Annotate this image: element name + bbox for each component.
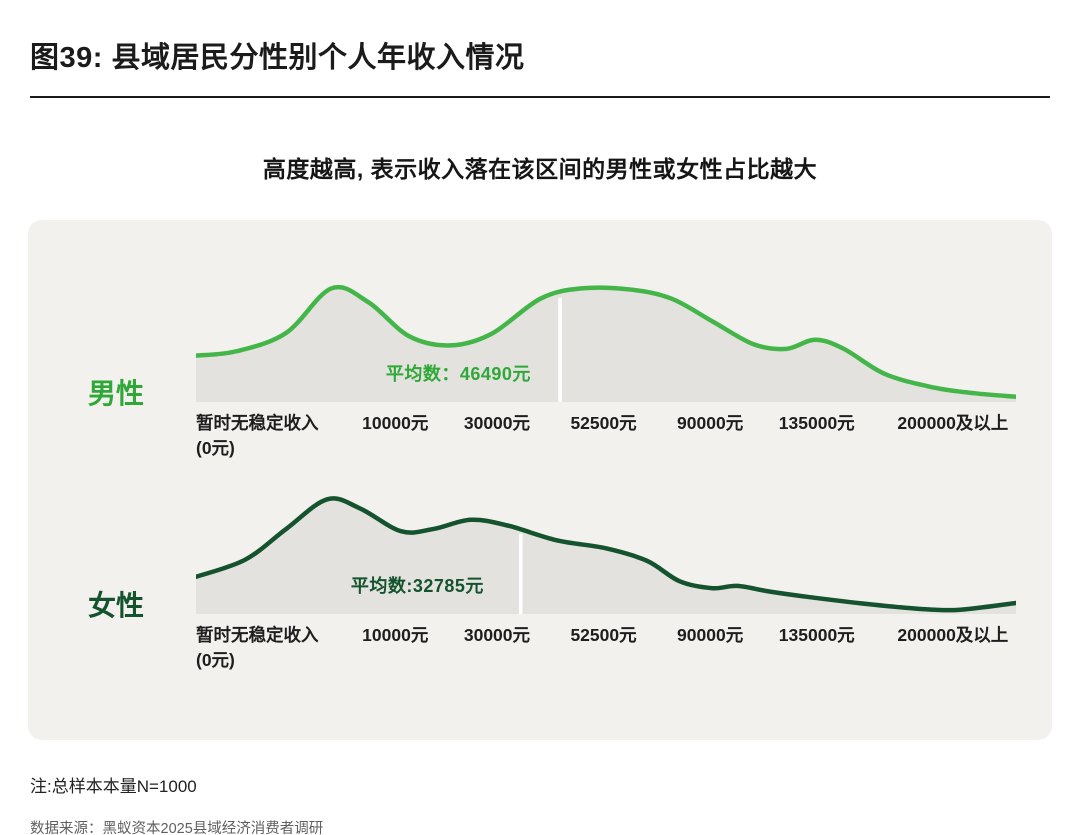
axis-tick-label: 30000元 [463, 413, 531, 433]
female-axis-labels: 暂时无稳定收入 (0元) 10000元 30000元 52500元 90000元 13500… [196, 614, 1016, 676]
male-mean-annotation: 平均数：46490元 [385, 364, 531, 384]
male-curve-svg [196, 266, 1016, 402]
axis-tick-label: 10000元 [362, 625, 429, 645]
axis-tick-label: 暂时无稳定收入 (0元) [196, 413, 319, 459]
axis-tick-label: 52500元 [570, 413, 637, 433]
male-axis-labels: 暂时无稳定收入 (0元) 10000元 30000元 52500元 90000元 13500… [196, 402, 1016, 464]
female-income-curve: 平均数:32785元 [196, 478, 1016, 614]
axis-tick-label: 30000元 [463, 625, 531, 645]
chart-subtitle: 高度越高, 表示收入落在该区间的男性或女性占比越大 [262, 156, 818, 182]
male-income-curve: 平均数：46490元 [196, 266, 1016, 402]
axis-tick-label: 52500元 [570, 625, 637, 645]
axis-tick-label: 135000元 [778, 625, 855, 645]
series-label-female: 女性 [88, 590, 145, 621]
axis-tick-label: 200000及以上 [897, 625, 1009, 645]
female-mean-annotation: 平均数:32785元 [350, 576, 484, 596]
axis-tick-label: 90000元 [677, 625, 744, 645]
chart-panel: 男性 平均数：46490元 暂时无稳定收入 (0元) 10000元 30000元 525… [28, 220, 1052, 740]
axis-tick-label: 10000元 [362, 413, 429, 433]
female-chart-row: 女性 平均数:32785元 暂时无稳定收入 (0元) 10000元 30000元 525… [28, 478, 1052, 676]
axis-tick-label: 135000元 [778, 413, 855, 433]
sample-size-note: 注:总样本本量N=1000 [30, 777, 197, 796]
page-title: 图39: 县域居民分性别个人年收入情况 [30, 42, 525, 74]
data-source-text: 数据来源：黑蚁资本2025县域经济消费者调研 [30, 821, 324, 835]
series-label-male: 男性 [88, 378, 145, 409]
male-chart-row: 男性 平均数：46490元 暂时无稳定收入 (0元) 10000元 30000元 525… [28, 266, 1052, 464]
axis-tick-label: 90000元 [677, 413, 744, 433]
axis-tick-label: 200000及以上 [897, 413, 1009, 433]
female-curve-svg [196, 478, 1016, 614]
male-chart-area: 平均数：46490元 暂时无稳定收入 (0元) 10000元 30000元 52500元… [196, 266, 1016, 464]
axis-tick-label: 暂时无稳定收入 (0元) [196, 625, 319, 671]
title-divider [30, 96, 1050, 98]
report-page: 图39: 县域居民分性别个人年收入情况 高度越高, 表示收入落在该区间的男性或女… [0, 34, 1080, 835]
female-chart-area: 平均数:32785元 暂时无稳定收入 (0元) 10000元 30000元 52500元… [196, 478, 1016, 676]
